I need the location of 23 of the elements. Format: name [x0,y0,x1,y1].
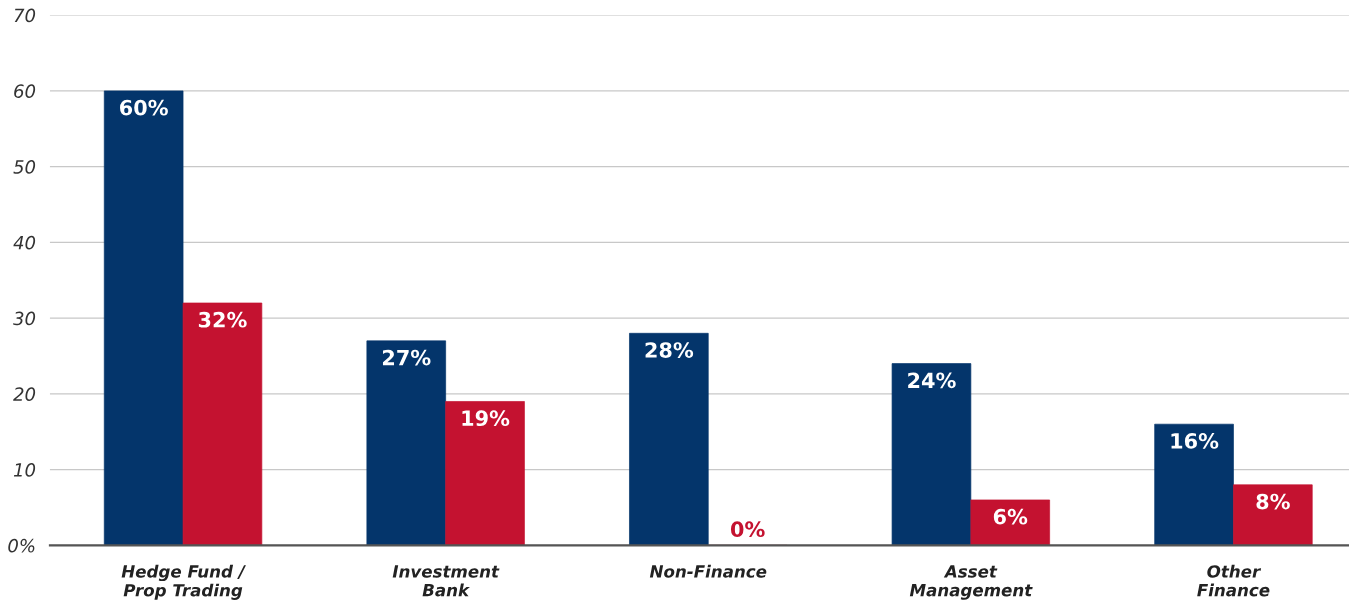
y-tick-label: 30 [13,311,36,326]
y-tick-label: 40 [13,235,36,250]
y-tick-label: 50 [13,160,36,174]
data-label: 27% [382,349,431,366]
x-tick-label: Hedge Fund / Prop Trading [121,564,246,600]
y-tick-label: 70 [14,8,36,23]
data-label: 24% [908,372,956,389]
x-tick-label: Non-Finance [649,564,767,578]
y-tick-label: 0% [8,538,35,553]
data-label: 19% [462,410,510,427]
data-label: 32% [198,311,247,328]
data-label: 28% [645,342,694,358]
y-tick-label: 20 [13,387,36,402]
x-tick-label: Investment Bank [392,565,500,597]
data-label: 60% [120,99,168,116]
data-label: 8% [1256,493,1290,510]
x-tick-label: Other Finance [1197,564,1270,597]
y-tick-label: 10 [13,463,36,477]
data-label: 16% [1171,433,1219,449]
y-tick-label: 60 [14,84,36,99]
data-label: 0% [730,521,765,538]
data-label: 6% [993,508,1028,525]
x-tick-label: Asset Management [909,565,1033,600]
